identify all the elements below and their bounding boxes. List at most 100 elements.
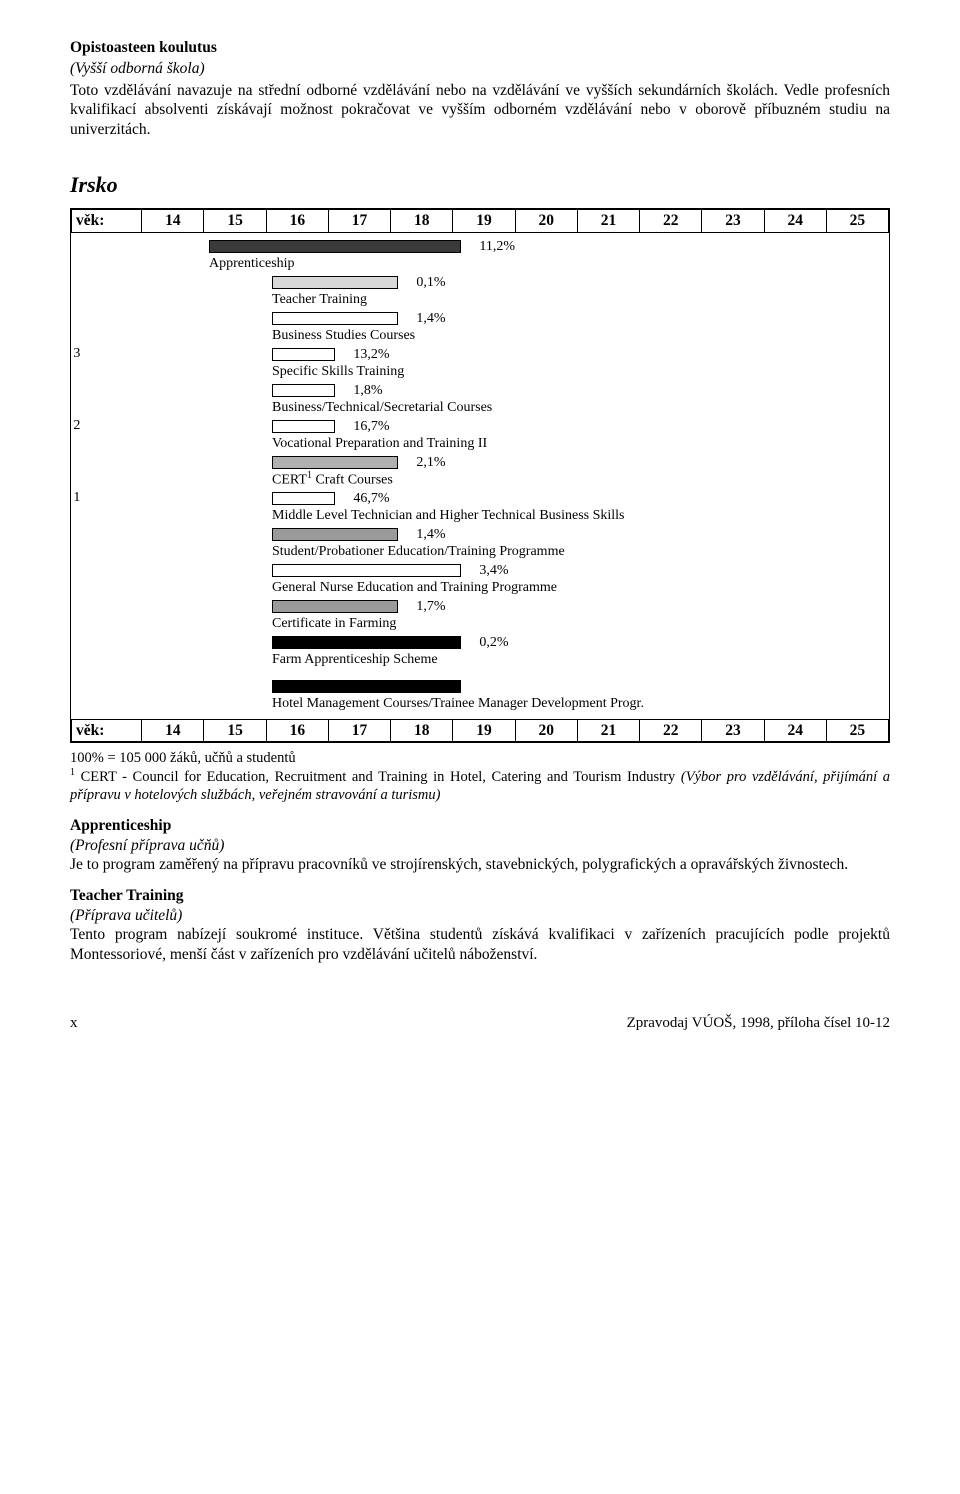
chart-label-row: Specific Skills Training bbox=[71, 363, 889, 381]
age-cell: 16 bbox=[267, 210, 329, 231]
level-marker: 2 bbox=[71, 417, 83, 435]
age-cell: 15 bbox=[204, 720, 266, 741]
age-cell: 21 bbox=[578, 210, 640, 231]
chart-pct: 0,2% bbox=[473, 634, 508, 652]
definition-block: Apprenticeship(Profesní příprava učňů)Je… bbox=[70, 816, 890, 874]
chart-bar bbox=[272, 348, 335, 361]
chart-pct: 1,8% bbox=[347, 382, 382, 400]
chart-pct: 46,7% bbox=[347, 490, 389, 508]
chart-label-row: Student/Probationer Education/Training P… bbox=[71, 543, 889, 561]
chart-label: Certificate in Farming bbox=[83, 615, 396, 633]
age-label: věk: bbox=[72, 210, 142, 231]
chart-label: General Nurse Education and Training Pro… bbox=[83, 579, 557, 597]
chart-label-row: Vocational Preparation and Training II bbox=[71, 435, 889, 453]
age-cell: 24 bbox=[765, 210, 827, 231]
footnote-line-1: 100% = 105 000 žáků, učňů a studentů bbox=[70, 749, 890, 767]
chart-label-row: Apprenticeship bbox=[71, 255, 889, 273]
age-cell: 22 bbox=[640, 210, 702, 231]
section-opisto: Opistoasteen koulutus (Vyšší odborná ško… bbox=[70, 38, 890, 139]
age-cell: 24 bbox=[765, 720, 827, 741]
chart-bar-row: 0,1% bbox=[71, 273, 889, 291]
chart-bar bbox=[272, 680, 461, 693]
chart-label: Vocational Preparation and Training II bbox=[83, 435, 487, 453]
chart-bar-row: 3 13,2% bbox=[71, 345, 889, 363]
chart-bar bbox=[272, 276, 398, 289]
footnote-2-text: CERT - Council for Education, Recruitmen… bbox=[81, 769, 681, 785]
chart-pct: 1,4% bbox=[410, 526, 445, 544]
chart-label: Hotel Management Courses/Trainee Manager… bbox=[83, 695, 644, 713]
chart-label: Business Studies Courses bbox=[83, 327, 415, 345]
spacer-row bbox=[71, 669, 889, 677]
level-marker: 1 bbox=[71, 489, 83, 507]
country-heading: Irsko bbox=[70, 171, 890, 199]
footer-left: x bbox=[70, 1014, 78, 1033]
chart-label: Business/Technical/Secretarial Courses bbox=[83, 399, 492, 417]
chart-label: Teacher Training bbox=[83, 291, 367, 309]
chart-label: Specific Skills Training bbox=[83, 363, 404, 381]
footnote-block: 100% = 105 000 žáků, učňů a studentů 1 C… bbox=[70, 749, 890, 804]
chart-bar bbox=[272, 312, 398, 325]
age-cell: 25 bbox=[827, 210, 888, 231]
chart-label: Apprenticeship bbox=[83, 255, 295, 273]
definition-subtitle: (Příprava učitelů) bbox=[70, 906, 890, 925]
definition-body: Je to program zaměřený na přípravu praco… bbox=[70, 855, 890, 874]
chart-pct: 0,1% bbox=[410, 274, 445, 292]
chart-bar bbox=[272, 636, 461, 649]
chart-pct: 11,2% bbox=[473, 238, 515, 256]
chart-label-row: Middle Level Technician and Higher Techn… bbox=[71, 507, 889, 525]
age-cell: 14 bbox=[142, 720, 204, 741]
chart-label: Student/Probationer Education/Training P… bbox=[83, 543, 565, 561]
page-footer: x Zpravodaj VÚOŠ, 1998, příloha čísel 10… bbox=[70, 1014, 890, 1033]
age-cell: 20 bbox=[516, 720, 578, 741]
chart-bar-row: 2,1% bbox=[71, 453, 889, 471]
chart-label-row: General Nurse Education and Training Pro… bbox=[71, 579, 889, 597]
age-cell: 25 bbox=[827, 720, 888, 741]
chart-label-row: CERT1 Craft Courses bbox=[71, 471, 889, 489]
chart-pct: 13,2% bbox=[347, 346, 389, 364]
age-cell: 23 bbox=[702, 210, 764, 231]
age-header-bottom: věk:141516171819202122232425 bbox=[71, 719, 889, 742]
age-cell: 20 bbox=[516, 210, 578, 231]
chart-pct: 3,4% bbox=[473, 562, 508, 580]
chart-bar-row: 1,8% bbox=[71, 381, 889, 399]
chart-pct: 16,7% bbox=[347, 418, 389, 436]
chart-bar bbox=[272, 564, 461, 577]
age-cell: 17 bbox=[329, 720, 391, 741]
chart-pct: 1,4% bbox=[410, 310, 445, 328]
chart-bar-row: 1,7% bbox=[71, 597, 889, 615]
age-cell: 21 bbox=[578, 720, 640, 741]
age-cell: 22 bbox=[640, 720, 702, 741]
definition-title: Apprenticeship bbox=[70, 816, 890, 835]
age-cell: 19 bbox=[453, 720, 515, 741]
chart-label-row: Hotel Management Courses/Trainee Manager… bbox=[71, 695, 889, 713]
age-cell: 18 bbox=[391, 720, 453, 741]
chart-label-row: Certificate in Farming bbox=[71, 615, 889, 633]
definitions: Apprenticeship(Profesní příprava učňů)Je… bbox=[70, 816, 890, 964]
chart-bar-row: 1,4% bbox=[71, 525, 889, 543]
chart-label-row: Teacher Training bbox=[71, 291, 889, 309]
age-chart-table: věk:141516171819202122232425 11,2%Appren… bbox=[70, 208, 890, 743]
chart-bar bbox=[272, 384, 335, 397]
age-cell: 16 bbox=[267, 720, 329, 741]
age-cell: 18 bbox=[391, 210, 453, 231]
chart-label-row: Farm Apprenticeship Scheme bbox=[71, 651, 889, 669]
chart-bar bbox=[272, 456, 398, 469]
section-subtitle: (Vyšší odborná škola) bbox=[70, 59, 890, 78]
chart-label: Farm Apprenticeship Scheme bbox=[83, 651, 438, 669]
chart-bar bbox=[209, 240, 461, 253]
chart-label-row: Business Studies Courses bbox=[71, 327, 889, 345]
definition-block: Teacher Training(Příprava učitelů)Tento … bbox=[70, 886, 890, 964]
chart-bar-row: 0,2% bbox=[71, 633, 889, 651]
chart-bar bbox=[272, 600, 398, 613]
chart-bar-row: 1,4% bbox=[71, 309, 889, 327]
footnote-sup: 1 bbox=[70, 767, 75, 778]
section-title: Opistoasteen koulutus bbox=[70, 38, 890, 57]
chart-bar-row: 1 46,7% bbox=[71, 489, 889, 507]
definition-title: Teacher Training bbox=[70, 886, 890, 905]
chart-bar-row: 11,2% bbox=[71, 237, 889, 255]
level-marker: 3 bbox=[71, 345, 83, 363]
chart-label-row: Business/Technical/Secretarial Courses bbox=[71, 399, 889, 417]
footnote-line-2: 1 CERT - Council for Education, Recruitm… bbox=[70, 767, 890, 804]
age-cell: 15 bbox=[204, 210, 266, 231]
age-header-top: věk:141516171819202122232425 bbox=[71, 209, 889, 232]
